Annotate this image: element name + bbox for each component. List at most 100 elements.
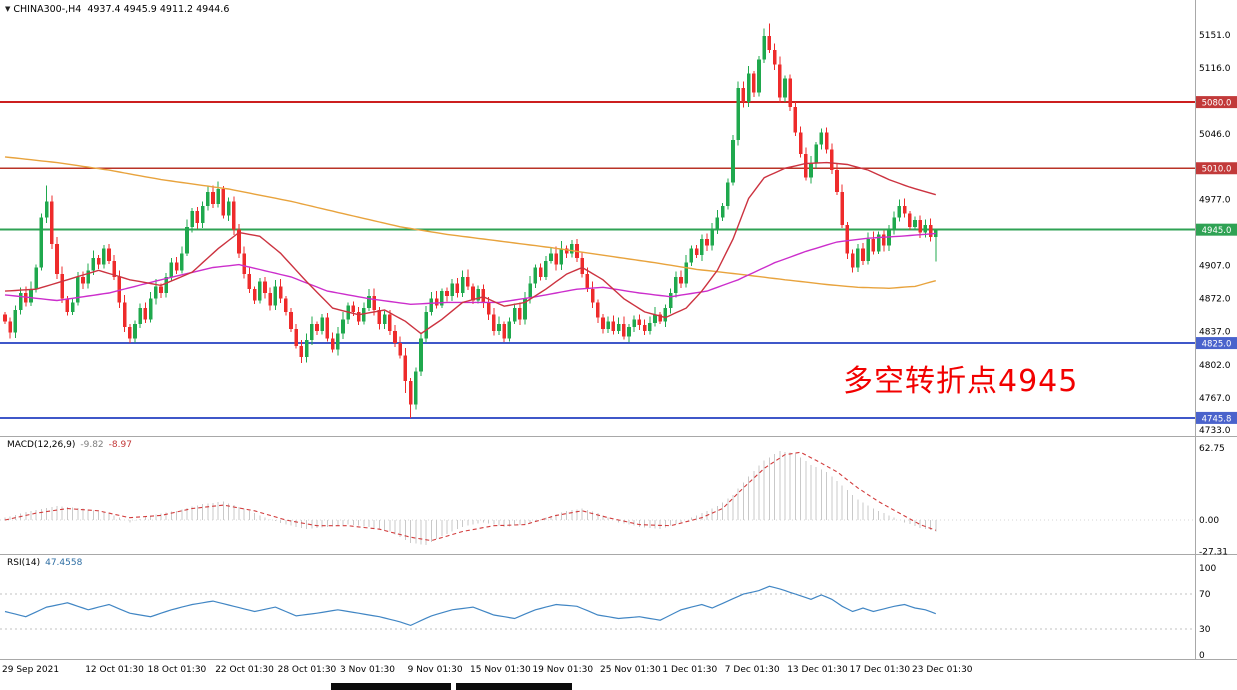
price-badge-4825.0 (1196, 337, 1237, 350)
candle-body (580, 258, 584, 275)
date-tick-label: 17 Dec 01:30 (850, 665, 911, 675)
candle-body (684, 262, 688, 284)
candle-body (299, 345, 304, 358)
candle-body (736, 87, 740, 140)
candle-body (304, 340, 309, 358)
candle-body (138, 308, 142, 325)
date-tick-label: 22 Oct 01:30 (215, 665, 274, 675)
taskbar-fragment[interactable] (456, 683, 572, 690)
candle-body (642, 325, 647, 331)
candle-body (622, 324, 626, 337)
candle-body (814, 144, 818, 164)
candle-body (190, 210, 194, 227)
candle-body (34, 267, 38, 290)
macd-signal-value: -8.97 (108, 440, 132, 450)
candle-body (284, 298, 288, 312)
price-badge-label: 4745.8 (1202, 414, 1232, 424)
candle-body (590, 289, 595, 303)
candle-body (648, 323, 652, 331)
candle-body (715, 217, 720, 230)
candle-body (923, 224, 928, 233)
candle-body (523, 298, 527, 320)
candle-body (341, 319, 345, 334)
candle-body (247, 274, 252, 290)
candle-body (18, 292, 23, 310)
candle-body (429, 298, 434, 312)
rsi-tick-label: 30 (1199, 625, 1211, 635)
candle-body (393, 330, 397, 344)
candle-body (679, 276, 683, 284)
rsi-line (4, 585, 937, 627)
candle-body (861, 248, 865, 261)
candle-body (804, 154, 808, 178)
chart-text-annotation[interactable]: 多空转折点4945 (843, 364, 1079, 399)
candle-body (148, 298, 153, 320)
candle-body (731, 139, 735, 183)
price-tick-label: 5046.0 (1199, 130, 1231, 140)
ohlc-values: 4937.4 4945.9 4911.2 4944.6 (87, 4, 230, 15)
candle-body (367, 295, 371, 309)
candle-body (164, 276, 168, 293)
macd-plot-area[interactable] (0, 437, 1195, 554)
rsi-name: RSI(14) (7, 558, 41, 568)
candle-body (720, 206, 725, 218)
collapse-chart-icon[interactable]: ▼ (5, 5, 11, 13)
macd-signal-line (4, 451, 936, 542)
candle-body (694, 248, 699, 256)
price-tick-label: 4802.0 (1199, 361, 1231, 371)
candle-body (788, 78, 792, 107)
candle-body (39, 217, 44, 268)
candles (3, 23, 938, 418)
candle-body (258, 281, 262, 301)
candle-body (289, 311, 293, 329)
candle-body (700, 239, 704, 256)
candle-body (512, 308, 517, 322)
candle-body (398, 343, 402, 356)
candle-body (237, 229, 241, 254)
price-tick-label: 4767.0 (1199, 394, 1231, 404)
candle-body (882, 234, 886, 246)
price-badge-4745.8 (1196, 411, 1237, 424)
date-tick-label: 19 Nov 01:30 (532, 665, 593, 675)
date-tick-label: 9 Nov 01:30 (408, 665, 463, 675)
date-tick-label: 13 Dec 01:30 (787, 665, 848, 675)
candle-body (195, 210, 200, 224)
candle-body (497, 324, 501, 331)
candle-body (585, 274, 590, 290)
candle-body (502, 324, 506, 339)
candle-body (793, 106, 798, 133)
rsi-plot-area[interactable] (0, 555, 1195, 659)
candle-body (96, 258, 101, 265)
candle-body (897, 206, 902, 218)
candle-body (892, 217, 896, 230)
candle-body (856, 248, 860, 268)
candle-body (44, 201, 49, 218)
candle-body (70, 302, 75, 312)
candle-body (169, 262, 174, 277)
candle-body (174, 262, 179, 271)
candle-body (752, 73, 756, 93)
price-badge-label: 4945.0 (1202, 226, 1232, 236)
slow-ma-orange-line (4, 156, 936, 290)
macd-tick-label: -27.31 (1199, 547, 1228, 557)
candle-body (902, 206, 907, 214)
candle-body (492, 314, 496, 331)
taskbar-fragment[interactable] (331, 683, 451, 690)
candle-body (840, 191, 844, 225)
candle-body (81, 276, 85, 284)
candle-body (835, 170, 839, 192)
candle-body (632, 319, 636, 328)
price-tick-label: 4907.0 (1199, 262, 1231, 272)
rsi-indicator-label: RSI(14) 47.4558 (7, 558, 82, 568)
candle-body (538, 267, 543, 277)
date-tick-label: 25 Nov 01:30 (600, 665, 661, 675)
candle-body (325, 317, 330, 339)
candle-body (86, 270, 90, 284)
candle-body (455, 283, 460, 293)
candle-body (726, 182, 730, 207)
candle-body (466, 276, 470, 287)
candle-body (445, 291, 449, 296)
rsi-value: 47.4558 (45, 558, 83, 568)
candle-body (221, 189, 226, 216)
candle-body (107, 248, 111, 261)
